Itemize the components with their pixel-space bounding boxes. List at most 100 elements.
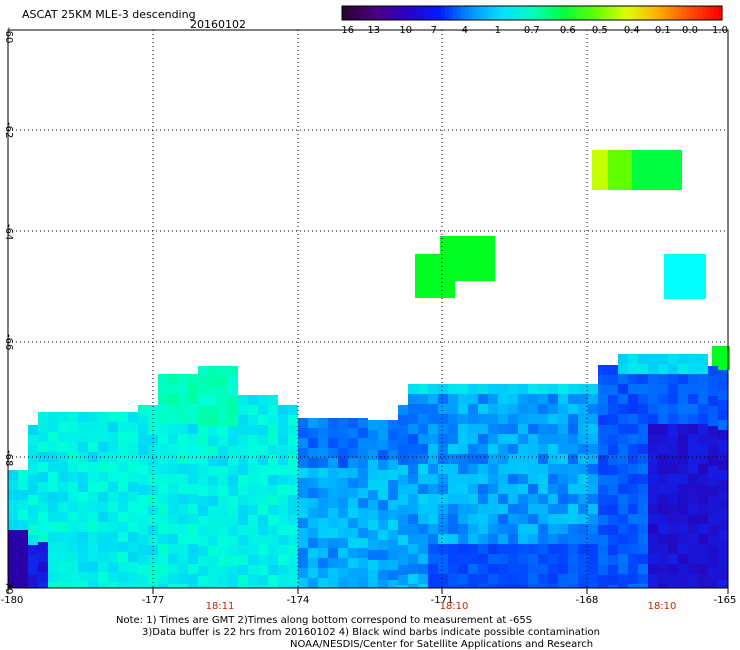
data-cell	[368, 440, 378, 450]
data-cell	[718, 570, 728, 580]
data-cell	[698, 454, 708, 464]
data-cell	[648, 364, 658, 374]
data-cell	[68, 412, 78, 422]
data-cell	[88, 502, 98, 512]
data-cell	[558, 574, 568, 584]
data-cell	[208, 436, 218, 446]
data-cell	[98, 492, 108, 502]
data-cell	[428, 384, 438, 394]
colorbar-frame	[341, 5, 723, 21]
data-cell	[248, 455, 258, 465]
data-cell	[238, 525, 248, 535]
data-cell	[198, 536, 208, 546]
data-cell	[278, 525, 288, 535]
data-cell	[468, 444, 478, 454]
data-cell	[478, 474, 488, 484]
data-cell	[118, 582, 128, 588]
data-cell	[418, 524, 428, 534]
data-cell	[468, 414, 478, 424]
data-cell	[568, 414, 578, 424]
data-cell	[98, 412, 108, 422]
data-cell	[38, 482, 48, 492]
colorbar-label: 1.0	[712, 25, 728, 36]
data-cell	[618, 414, 628, 424]
data-cell	[378, 480, 388, 490]
data-cell	[678, 574, 688, 584]
data-cell	[708, 556, 718, 566]
data-cell	[638, 484, 648, 494]
data-cell	[438, 464, 448, 474]
data-cell	[668, 424, 678, 434]
data-cell	[518, 434, 528, 444]
data-cell	[578, 494, 588, 504]
data-cell	[258, 445, 268, 455]
data-cell	[518, 424, 528, 434]
data-cell	[358, 418, 368, 428]
data-cell	[418, 484, 428, 494]
data-cell	[508, 404, 518, 414]
data-cell	[248, 495, 258, 505]
data-cell	[178, 494, 188, 504]
data-cell	[568, 554, 578, 564]
data-cell	[208, 536, 218, 546]
data-cell	[708, 446, 718, 456]
data-cell	[668, 514, 678, 524]
data-cell	[308, 488, 318, 498]
data-cell	[548, 494, 558, 504]
data-cell	[458, 484, 468, 494]
colorbar-swatch	[448, 6, 454, 20]
data-cell	[318, 508, 328, 518]
data-cell	[588, 514, 598, 524]
colorbar-swatch	[345, 6, 351, 20]
data-cell	[28, 485, 38, 495]
data-cell	[528, 424, 538, 434]
data-cell	[468, 404, 478, 414]
data-cell	[528, 584, 538, 588]
data-cell	[48, 412, 58, 422]
data-cell	[338, 478, 348, 488]
data-cell	[128, 532, 138, 542]
data-cell	[218, 366, 228, 376]
data-cell	[358, 498, 368, 508]
data-cell	[658, 354, 668, 364]
data-cell	[68, 522, 78, 532]
data-cell	[598, 585, 608, 588]
data-cell	[638, 454, 648, 464]
data-cell	[338, 498, 348, 508]
data-cell	[508, 474, 518, 484]
data-cell	[468, 384, 478, 394]
data-cell	[468, 574, 478, 584]
data-cell	[618, 394, 628, 404]
data-cell	[98, 552, 108, 562]
data-cell	[328, 548, 338, 558]
data-cell	[258, 455, 268, 465]
colorbar-swatch	[642, 6, 648, 20]
data-cell	[308, 478, 318, 488]
data-cell	[488, 574, 498, 584]
data-cell	[238, 485, 248, 495]
data-cell	[458, 464, 468, 474]
data-cell	[438, 484, 448, 494]
data-cell	[458, 574, 468, 584]
data-cell	[308, 558, 318, 568]
data-cell	[598, 395, 608, 405]
data-cell	[718, 580, 728, 588]
data-cell	[558, 534, 568, 544]
data-cell	[138, 485, 148, 495]
data-cell	[288, 545, 298, 555]
data-cell	[188, 414, 198, 424]
data-cell	[198, 576, 208, 586]
data-cell	[718, 390, 728, 400]
data-cell	[58, 432, 68, 442]
data-cell	[238, 575, 248, 585]
colorbar-swatch	[646, 6, 652, 20]
data-cell	[418, 494, 428, 504]
data-cell	[668, 544, 678, 554]
data-cell	[198, 566, 208, 576]
data-cell	[518, 474, 528, 484]
data-cell	[588, 404, 598, 414]
data-cell	[428, 574, 438, 584]
data-cell	[58, 452, 68, 462]
data-cell	[138, 545, 148, 555]
